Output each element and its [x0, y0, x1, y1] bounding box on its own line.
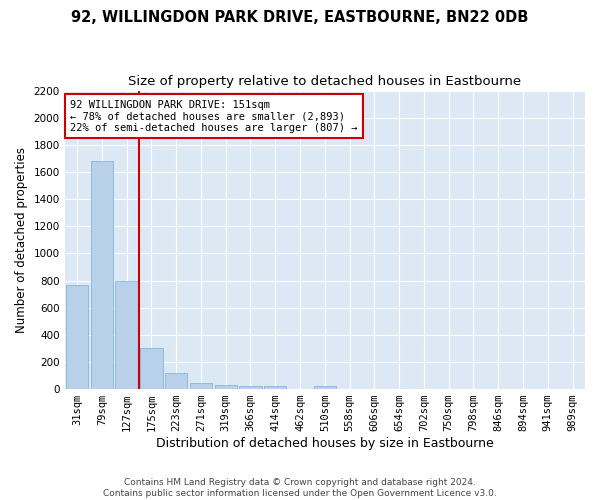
Y-axis label: Number of detached properties: Number of detached properties: [15, 147, 28, 333]
Bar: [264, 386, 286, 389]
Bar: [314, 386, 336, 389]
Bar: [91, 161, 113, 389]
Bar: [66, 284, 88, 389]
Text: 92, WILLINGDON PARK DRIVE, EASTBOURNE, BN22 0DB: 92, WILLINGDON PARK DRIVE, EASTBOURNE, B…: [71, 10, 529, 25]
Bar: [239, 386, 262, 389]
Bar: [165, 374, 187, 389]
Text: 92 WILLINGDON PARK DRIVE: 151sqm
← 78% of detached houses are smaller (2,893)
22: 92 WILLINGDON PARK DRIVE: 151sqm ← 78% o…: [70, 100, 358, 132]
Bar: [115, 280, 138, 389]
Title: Size of property relative to detached houses in Eastbourne: Size of property relative to detached ho…: [128, 75, 521, 88]
Bar: [140, 348, 163, 389]
Bar: [215, 384, 237, 389]
X-axis label: Distribution of detached houses by size in Eastbourne: Distribution of detached houses by size …: [156, 437, 494, 450]
Bar: [190, 383, 212, 389]
Text: Contains HM Land Registry data © Crown copyright and database right 2024.
Contai: Contains HM Land Registry data © Crown c…: [103, 478, 497, 498]
